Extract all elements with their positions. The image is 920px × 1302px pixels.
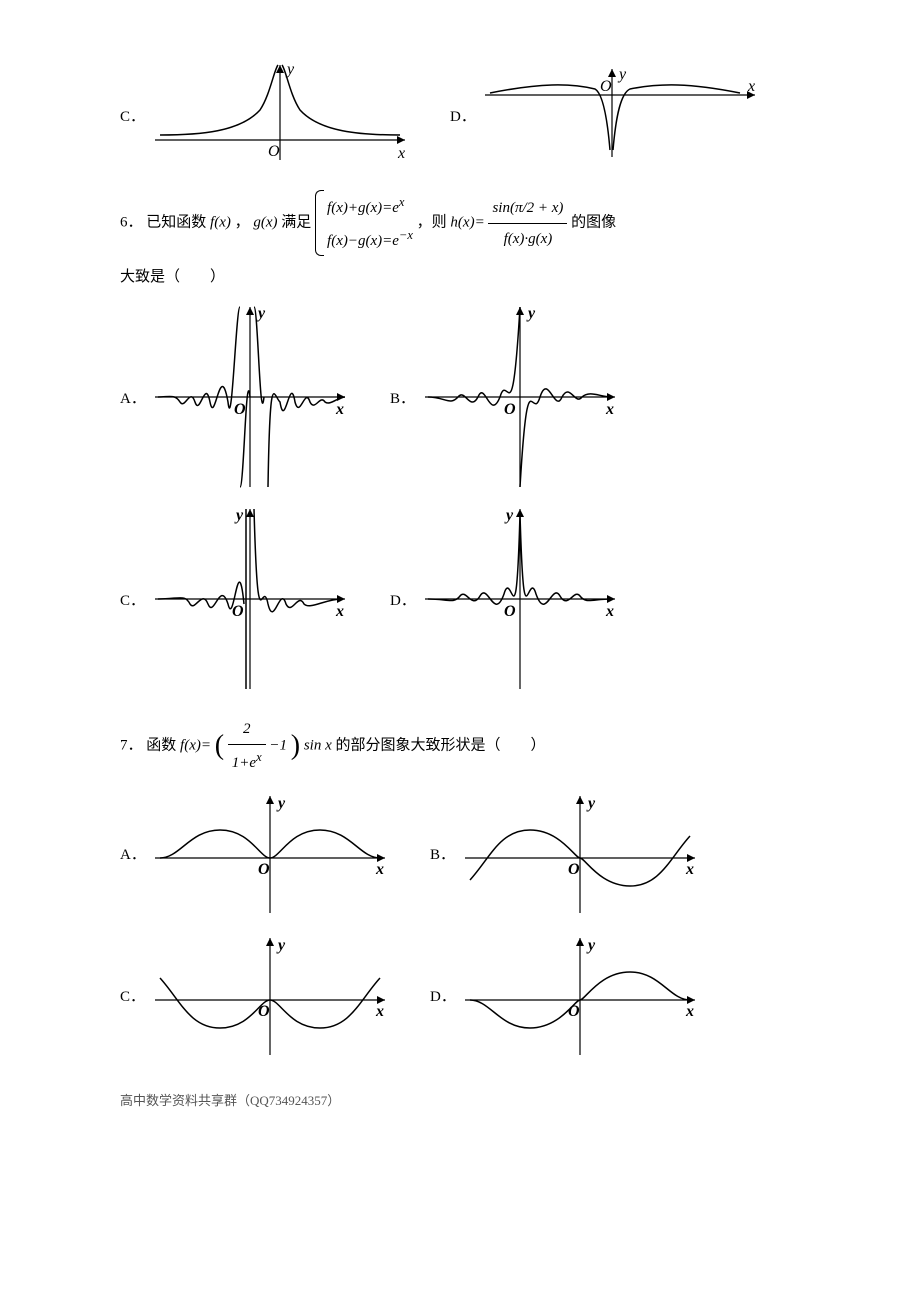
svg-text:x: x: [605, 603, 614, 620]
q7-minus: −1: [269, 737, 287, 753]
q6-satisfy: 满足: [281, 214, 315, 230]
q6-sys-line1-sup: x: [399, 195, 405, 209]
graph-q6-c: x y O: [150, 504, 350, 694]
svg-text:x: x: [605, 401, 614, 418]
q6-gx: g(x): [253, 214, 277, 230]
q6-frac-den: f(x)·g(x): [488, 224, 567, 254]
svg-text:O: O: [258, 861, 270, 878]
q6-line2: 大致是（ ）: [120, 262, 800, 292]
q6-sys-line2-sup: −x: [399, 228, 413, 242]
q6-frac-num: sin(π/2 + x): [488, 193, 567, 224]
question-7-stem: 7． 函数 f(x)= ( 2 1+ex −1 ) sin x 的部分图象大致形…: [120, 714, 800, 778]
q7-a-label: A．: [120, 843, 150, 864]
svg-text:O: O: [504, 401, 516, 418]
q6-tail: 的图像: [571, 214, 616, 230]
q7-fraction: 2 1+ex: [228, 714, 266, 778]
q6-sys-line1: f(x)+g(x)=e: [327, 200, 399, 216]
q7-number: 7．: [120, 737, 143, 753]
svg-text:y: y: [526, 305, 536, 322]
question-6-stem: 6． 已知函数 f(x) ， g(x) 满足 f(x)+g(x)=ex f(x)…: [120, 190, 800, 292]
graph-q6-b: x y O: [420, 302, 620, 492]
q7-options-row1: A． x y O B． x y O: [120, 788, 800, 918]
svg-text:y: y: [586, 795, 596, 812]
graph-top-c: x y O: [150, 60, 410, 170]
q6-hx: h(x)=: [450, 214, 484, 230]
q6-option-d: D． x y O: [390, 504, 620, 694]
q6-options-row2: C． x y O D． x y O: [120, 504, 800, 694]
q6-options-row1: A． x y O B． x y O: [120, 302, 800, 492]
q7-option-b: B． x y O: [430, 788, 700, 918]
prev-question-options-row: C． x y O D． x y O: [120, 60, 800, 170]
option-d-block: D． x y O: [450, 65, 760, 165]
svg-text:O: O: [568, 1003, 580, 1020]
svg-text:x: x: [747, 78, 755, 95]
svg-text:O: O: [504, 603, 516, 620]
svg-text:O: O: [268, 143, 280, 160]
q6-sys-line2: f(x)−g(x)=e: [327, 233, 399, 249]
q7-frac-num: 2: [228, 714, 266, 745]
q6-option-b: B． x y O: [390, 302, 620, 492]
q7-frac-den: 1+ex: [228, 745, 266, 778]
q7-option-d: D． x y O: [430, 930, 700, 1060]
q7-c-label: C．: [120, 985, 150, 1006]
svg-text:y: y: [234, 507, 244, 524]
svg-text:x: x: [375, 1003, 384, 1020]
q6-then: ，则: [417, 214, 451, 230]
svg-text:y: y: [586, 937, 596, 954]
q7-tail: 的部分图象大致形状是（ ）: [336, 737, 546, 753]
page-footer: 高中数学资料共享群（QQ734924357）: [120, 1090, 800, 1109]
svg-text:x: x: [685, 1003, 694, 1020]
svg-text:x: x: [685, 861, 694, 878]
q6-c-label: C．: [120, 589, 150, 610]
svg-text:O: O: [600, 78, 612, 95]
graph-q6-a: x y O: [150, 302, 350, 492]
svg-text:O: O: [234, 401, 246, 418]
q7-option-c: C． x y O: [120, 930, 390, 1060]
q6-fraction: sin(π/2 + x) f(x)·g(x): [488, 193, 567, 254]
graph-top-d: x y O: [480, 65, 760, 165]
q7-option-a: A． x y O: [120, 788, 390, 918]
graph-q6-d: x y O: [420, 504, 620, 694]
svg-text:y: y: [276, 937, 286, 954]
svg-text:x: x: [375, 861, 384, 878]
q6-d-label: D．: [390, 589, 420, 610]
q6-text-pre: 已知函数: [146, 214, 210, 230]
q6-fx: f(x): [210, 214, 231, 230]
q7-options-row2: C． x y O D． x y O: [120, 930, 800, 1060]
graph-q7-d: x y O: [460, 930, 700, 1060]
q6-number: 6．: [120, 214, 143, 230]
q7-d-label: D．: [430, 985, 460, 1006]
svg-text:x: x: [397, 145, 405, 162]
q7-paren-r: ): [291, 730, 300, 761]
q7-text: 函数: [146, 737, 180, 753]
q7-sinx: sin x: [304, 737, 332, 753]
graph-q7-c: x y O: [150, 930, 390, 1060]
svg-text:x: x: [335, 401, 344, 418]
svg-text:y: y: [276, 795, 286, 812]
option-d-label: D．: [450, 105, 480, 126]
svg-text:y: y: [504, 507, 514, 524]
svg-text:x: x: [335, 603, 344, 620]
svg-text:y: y: [617, 66, 627, 83]
q7-b-label: B．: [430, 843, 460, 864]
q7-fx: f(x)=: [180, 737, 211, 753]
svg-text:O: O: [568, 861, 580, 878]
q6-a-label: A．: [120, 387, 150, 408]
q6-comma: ，: [235, 214, 250, 230]
q6-b-label: B．: [390, 387, 420, 408]
svg-text:y: y: [256, 305, 266, 322]
q7-paren-l: (: [215, 730, 224, 761]
q6-option-c: C． x y O: [120, 504, 350, 694]
graph-q7-a: x y O: [150, 788, 390, 918]
q6-system: f(x)+g(x)=ex f(x)−g(x)=e−x: [315, 190, 413, 256]
q6-option-a: A． x y O: [120, 302, 350, 492]
option-c-label: C．: [120, 105, 150, 126]
option-c-block: C． x y O: [120, 60, 410, 170]
svg-text:O: O: [232, 603, 244, 620]
svg-text:y: y: [285, 61, 295, 78]
graph-q7-b: x y O: [460, 788, 700, 918]
svg-text:O: O: [258, 1003, 270, 1020]
